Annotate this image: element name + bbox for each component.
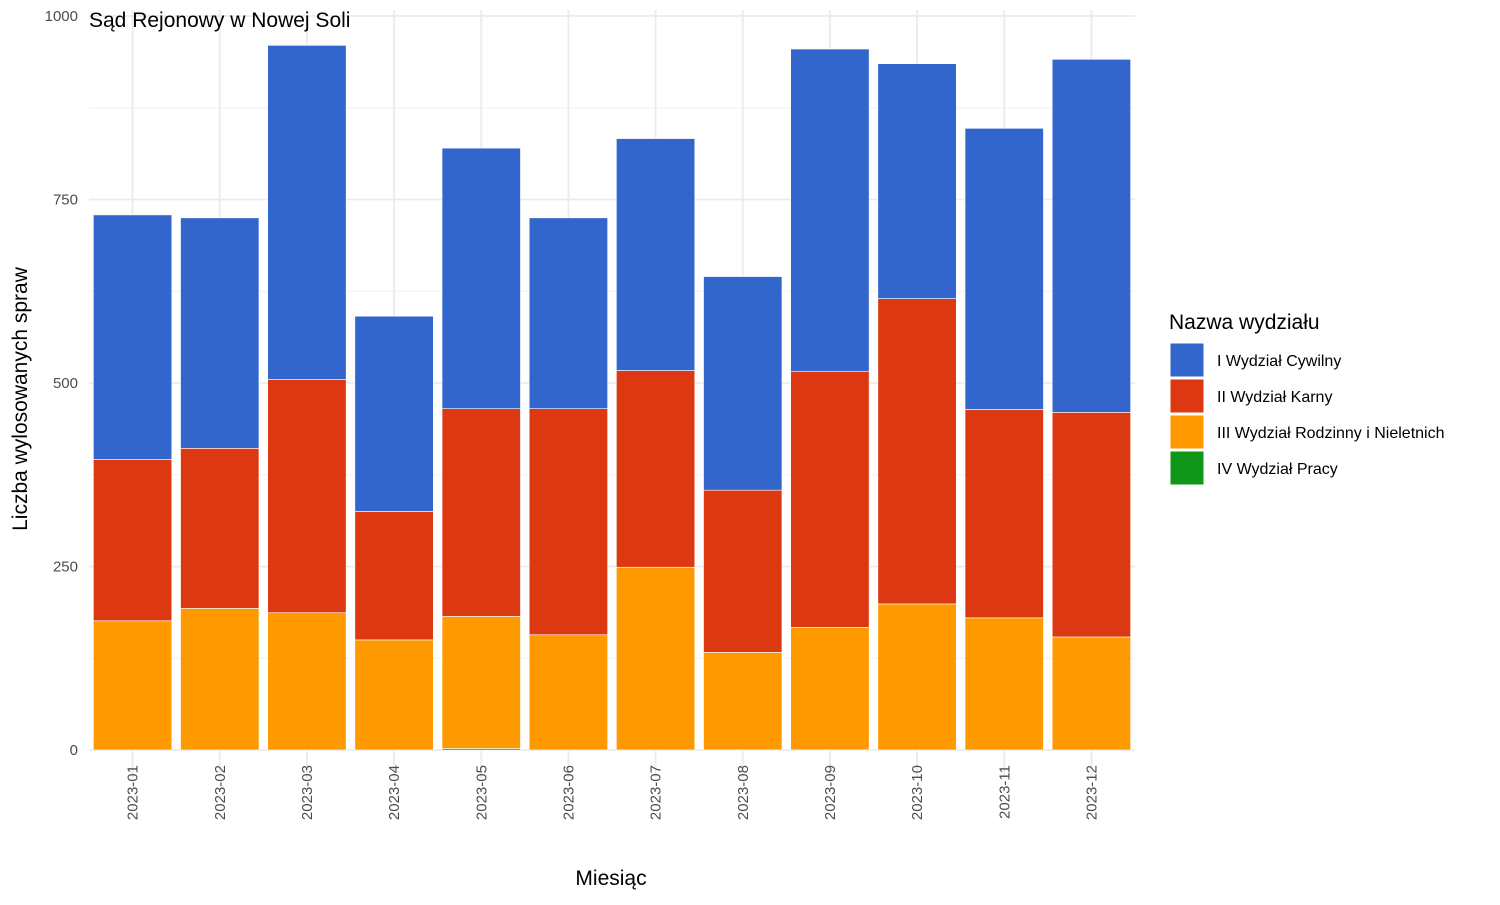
- bar-segment: [528, 408, 608, 636]
- bar-segment: [441, 147, 521, 409]
- bar-segment: [703, 489, 783, 653]
- bar-segment: [528, 634, 608, 751]
- bar-segment: [703, 652, 783, 750]
- legend-swatch: [1169, 414, 1205, 450]
- bar-segment: [616, 138, 696, 371]
- legend-label: II Wydział Karny: [1217, 389, 1332, 406]
- bar-segment: [441, 616, 521, 749]
- x-tick-label: 2023-12: [1083, 765, 1100, 820]
- legend-label: IV Wydział Pracy: [1217, 461, 1338, 478]
- y-axis-ticks: 0 250 500 750 1000: [45, 8, 78, 759]
- bar-segment: [354, 315, 434, 512]
- bar-segment: [267, 612, 347, 751]
- bar-segment: [93, 214, 173, 460]
- bar-segment: [267, 45, 347, 380]
- x-tick-label: 2023-05: [473, 765, 490, 820]
- x-tick-label: 2023-10: [909, 765, 926, 820]
- bar-segment: [964, 617, 1044, 751]
- legend-swatch: [1169, 450, 1205, 486]
- x-axis-ticks: 2023-01 2023-02 2023-03 2023-04 2023-05 2023-…: [125, 765, 1101, 820]
- y-tick-label: 1000: [45, 8, 78, 25]
- y-tick-label: 250: [53, 559, 78, 576]
- x-tick-label: 2023-08: [735, 765, 752, 820]
- bars: [93, 45, 1131, 751]
- bar-segment: [1051, 59, 1131, 413]
- legend: Nazwa wydziału I Wydział Cywilny II Wydzi…: [1169, 311, 1445, 486]
- y-tick-label: 0: [70, 742, 78, 759]
- bar-segment: [616, 566, 696, 751]
- legend-label: III Wydział Rodzinny i Nieletnich: [1217, 425, 1445, 442]
- bar-segment: [93, 620, 173, 751]
- x-tick-label: 2023-07: [648, 765, 665, 820]
- legend-title: Nazwa wydziału: [1169, 311, 1320, 334]
- legend-items: I Wydział Cywilny II Wydział Karny III Wyd…: [1169, 342, 1445, 486]
- bar-segment: [877, 603, 957, 751]
- legend-swatch: [1169, 378, 1205, 414]
- bar-segment: [790, 370, 870, 628]
- bar-segment: [964, 128, 1044, 410]
- x-tick-label: 2023-09: [822, 765, 839, 820]
- legend-swatch: [1169, 342, 1205, 378]
- x-tick-label: 2023-04: [386, 765, 403, 820]
- bar-segment: [790, 48, 870, 372]
- x-axis-title: Miesiąc: [575, 867, 646, 890]
- legend-label: I Wydział Cywilny: [1217, 353, 1341, 370]
- x-tick-label: 2023-01: [125, 765, 142, 820]
- x-tick-label: 2023-11: [996, 765, 1013, 819]
- bar-segment: [703, 276, 783, 491]
- x-tick-label: 2023-06: [560, 765, 577, 820]
- bar-segment: [267, 379, 347, 614]
- bar-segment: [877, 298, 957, 605]
- x-tick-label: 2023-03: [299, 765, 316, 820]
- bar-segment: [1051, 636, 1131, 751]
- x-tick-label: 2023-02: [212, 765, 229, 820]
- y-tick-label: 750: [53, 192, 78, 209]
- bar-segment: [616, 370, 696, 568]
- bar-segment: [180, 448, 260, 609]
- bar-segment: [441, 408, 521, 617]
- bar-segment: [354, 511, 434, 641]
- y-tick-label: 500: [53, 375, 78, 392]
- bar-segment: [180, 608, 260, 751]
- bar-segment: [1051, 412, 1131, 638]
- bar-segment: [354, 639, 434, 751]
- bar-segment: [790, 627, 870, 750]
- chart-title: Sąd Rejonowy w Nowej Soli: [89, 9, 350, 32]
- y-axis-title: Liczba wylosowanych spraw: [9, 266, 32, 531]
- bar-segment: [528, 217, 608, 409]
- bar-segment: [180, 217, 260, 449]
- bar-segment: [964, 409, 1044, 619]
- bar-segment: [93, 459, 173, 622]
- bar-segment: [877, 63, 957, 299]
